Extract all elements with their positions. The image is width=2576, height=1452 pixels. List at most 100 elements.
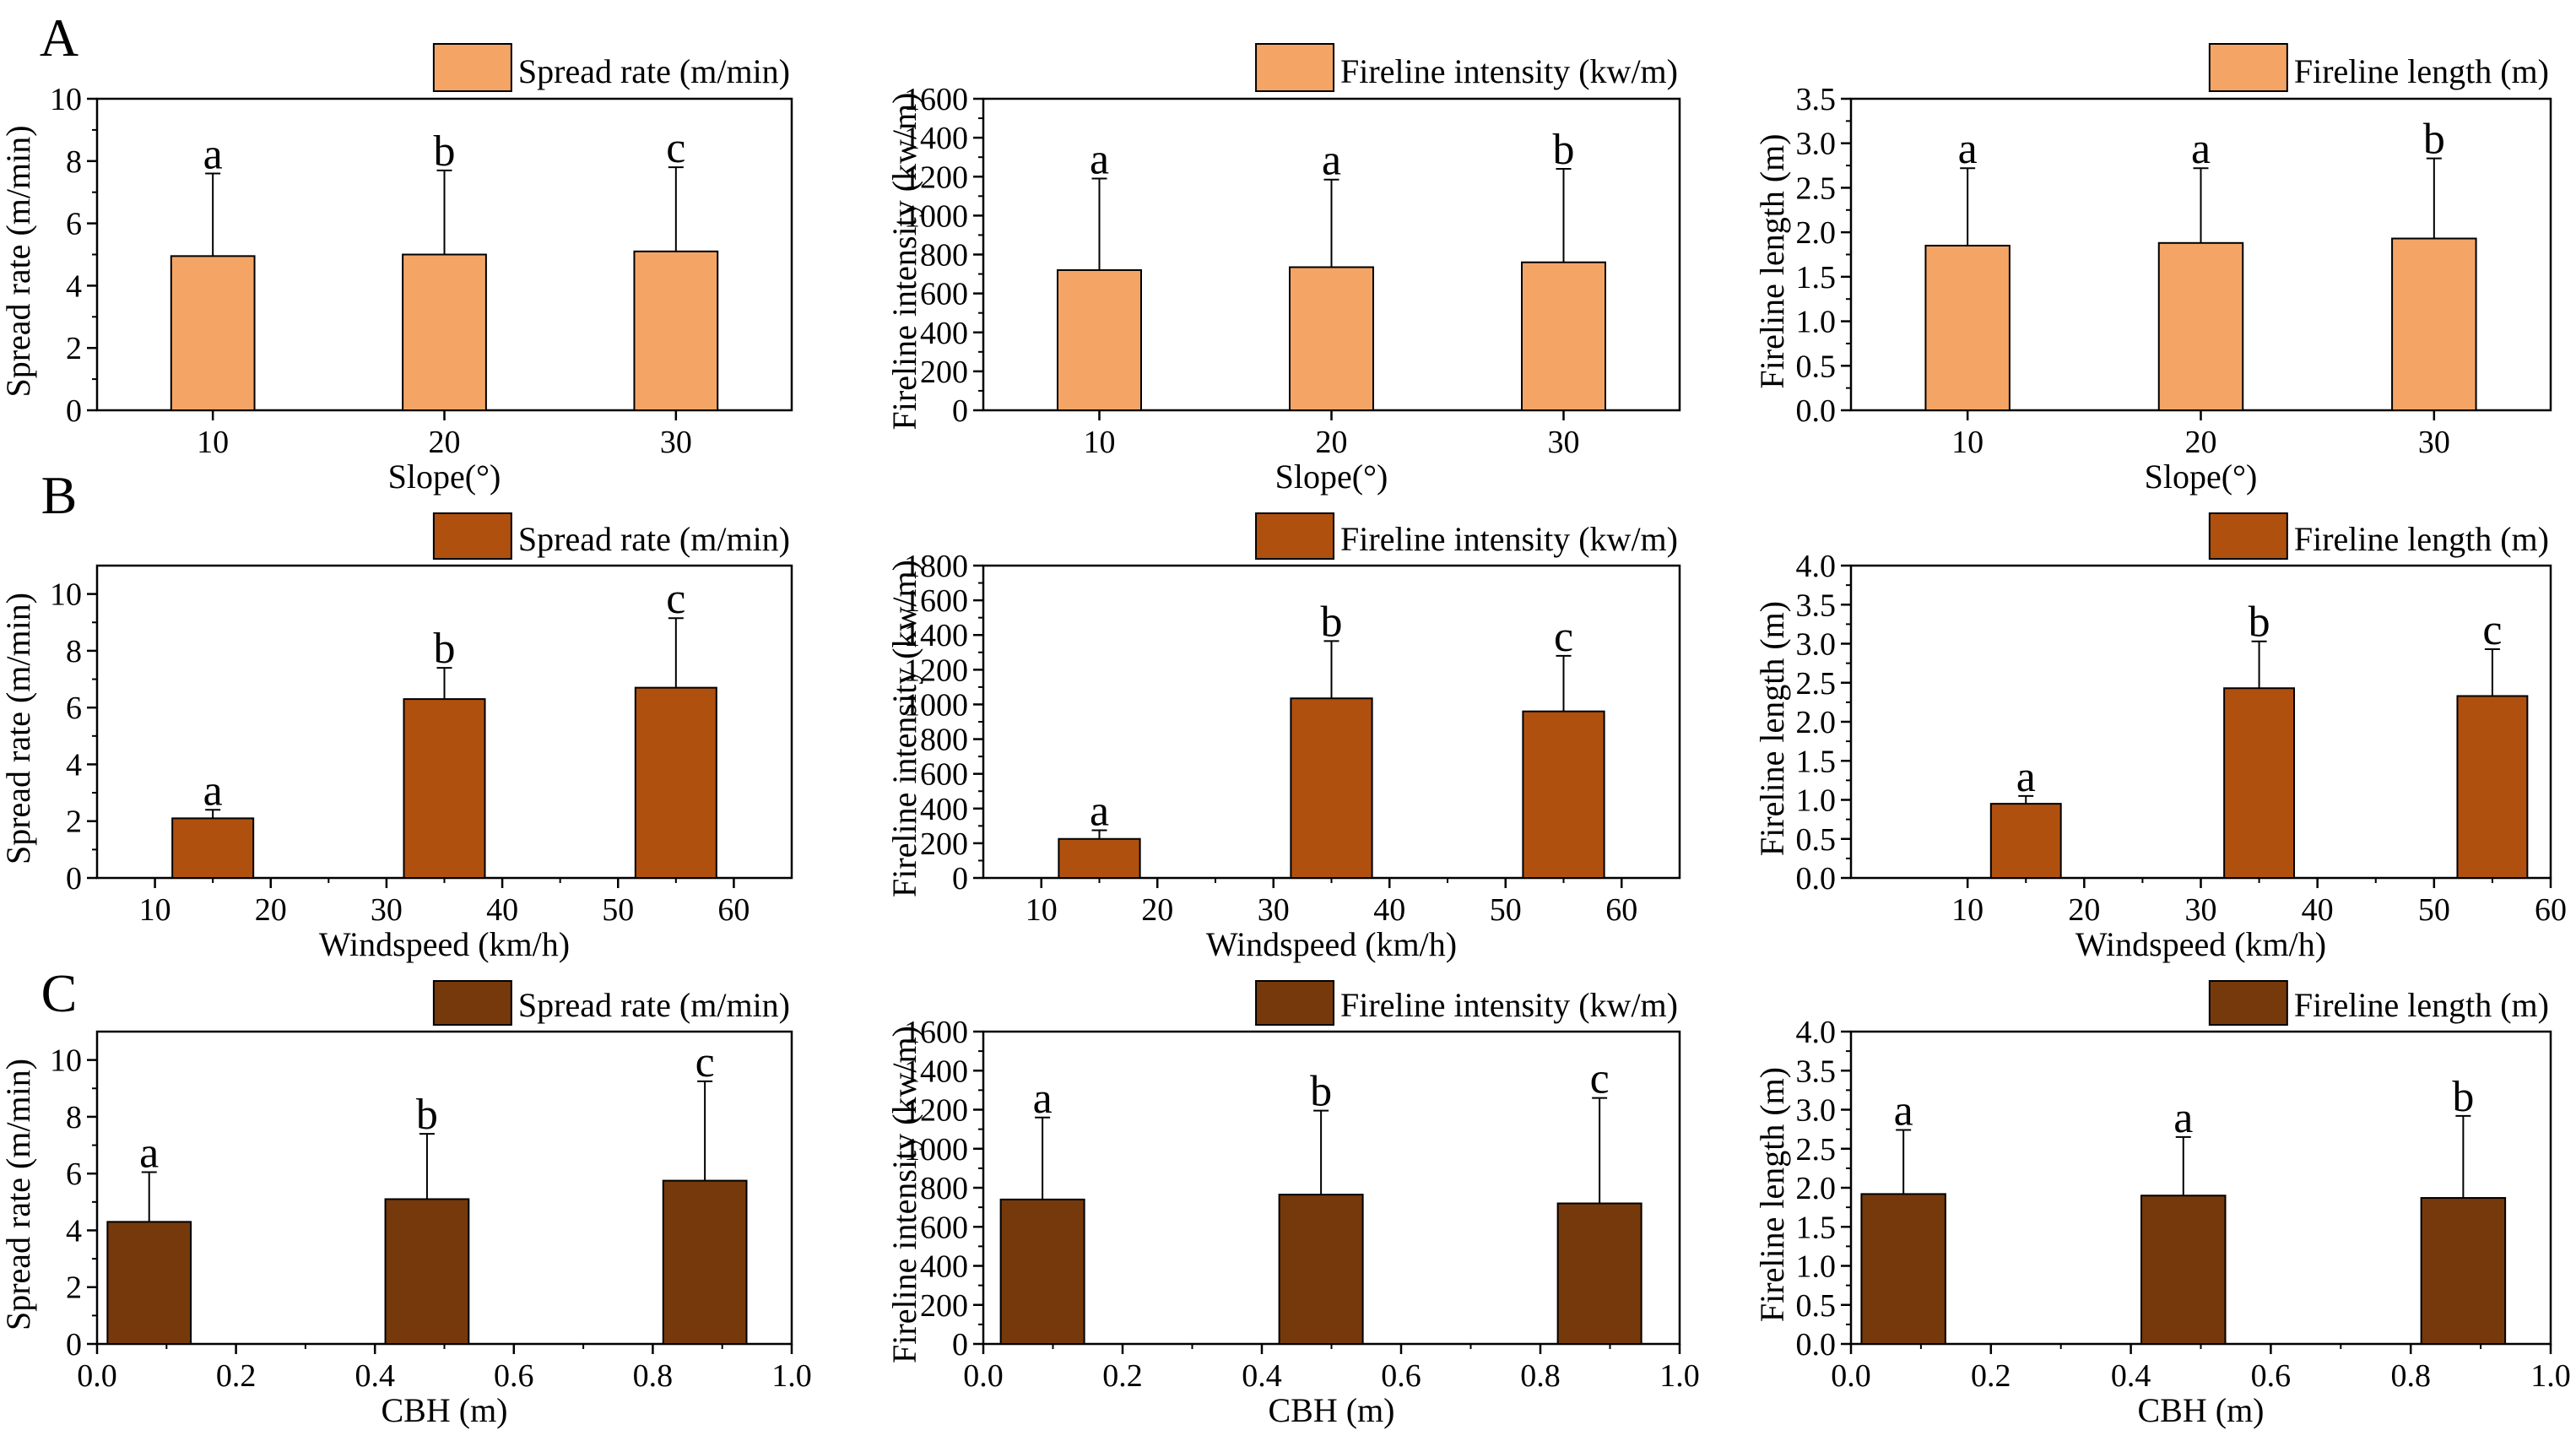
x-tick-label: 40 [1373,892,1405,928]
y-axis-label: Fireline length (m) [1753,1067,1791,1322]
y-tick-label: 2 [66,805,82,840]
x-axis-label: Windspeed (km/h) [2075,925,2326,963]
x-tick-label: 60 [717,892,750,928]
y-tick-label: 600 [920,277,968,312]
y-tick-label: 6 [66,691,82,726]
bar [2223,687,2296,879]
y-tick-label: 2.5 [1796,171,1837,206]
y-tick-label: 0.0 [1796,1327,1837,1363]
y-tick-label: 10 [50,82,82,117]
y-tick-label: 1200 [904,160,968,195]
y-tick-label: 1400 [904,1054,968,1089]
chart-3-3: 0.00.51.01.52.02.53.03.54.00.0 0.2 0.4 0.6 0… [1753,980,2571,1429]
significance-letter: c [2482,606,2502,654]
significance-letter: b [1310,1068,1332,1116]
significance-letter: b [1321,598,1343,646]
bar [170,255,256,411]
x-tick-label: 50 [602,892,634,928]
y-tick-label: 3.5 [1796,1054,1837,1089]
y-tick-label: 3.0 [1796,627,1837,663]
y-tick-label: 800 [920,723,968,758]
x-axis-label: Slope(°) [1275,458,1388,496]
x-tick-label: 0.0 [1831,1358,1871,1394]
legend-label: Fireline length (m) [2294,520,2549,558]
bar [662,1179,748,1346]
bar [1290,697,1373,879]
y-tick-label: 2.5 [1796,1132,1837,1168]
x-tick-label: 30 [2418,425,2450,460]
y-tick-label: 10 [50,1043,82,1079]
y-tick-label: 3.5 [1796,588,1837,623]
chart-2-3: 0.00.51.0 1.5 2.02.53.0 3.5 4.0 10 20 30 40 50 60 a… [1753,512,2567,963]
legend-label: Fireline length (m) [2294,986,2549,1024]
y-tick-label: 0.5 [1796,822,1837,858]
bar [2456,695,2529,879]
x-tick-label: 10 [197,425,229,460]
bar [106,1221,192,1346]
x-tick-label: 10 [1951,892,1983,928]
x-tick-label: 20 [255,892,287,928]
y-tick-label: 1200 [904,1093,968,1129]
significance-letter: b [434,127,456,176]
chart-1-1: 0 2 4 6 8 10 10 20 30 a b c Slope(°) Spread rate (m/m… [0,43,793,496]
x-axis-label: Windspeed (km/h) [1206,925,1457,963]
x-tick-label: 0.2 [1971,1358,2011,1394]
y-tick-label: 4.0 [1796,549,1837,584]
y-tick-label: 1.5 [1796,744,1837,779]
y-tick-label: 1000 [904,1132,968,1168]
y-tick-label: 1.5 [1796,260,1837,295]
x-tick-label: 1.0 [2530,1358,2571,1394]
bar [384,1198,470,1346]
significance-letter: b [1553,126,1575,174]
y-tick-label: 600 [920,757,968,793]
y-tick-label: 2 [66,331,82,366]
significance-letter: b [2452,1073,2474,1121]
legend-swatch [2208,512,2288,560]
significance-letter: a [1894,1087,1913,1135]
x-tick-label: 0.4 [1242,1358,1282,1394]
legend-swatch [2208,43,2288,92]
y-tick-label: 200 [920,355,968,390]
significance-letter: a [1033,1075,1053,1123]
legend-swatch [1255,512,1335,560]
significance-letter: a [2016,753,2036,801]
x-tick-label: 60 [2535,892,2567,928]
y-tick-label: 4.0 [1796,1015,1837,1050]
x-tick-label: 1.0 [1659,1358,1700,1394]
y-tick-label: 1400 [904,121,968,156]
x-tick-label: 0.6 [494,1358,534,1394]
x-tick-label: 0.4 [354,1358,395,1394]
legend-label: Spread rate (m/min) [518,520,790,558]
legend-label: Spread rate (m/min) [518,52,790,90]
x-tick-label: 0.6 [2251,1358,2292,1394]
significance-letter: c [1554,613,1573,661]
bar [2420,1197,2507,1346]
significance-letter: b [2423,116,2445,164]
legend-label: Fireline intensity (kw/m) [1340,520,1678,558]
significance-letter: b [434,625,456,673]
x-tick-label: 60 [1605,892,1637,928]
y-tick-label: 800 [920,238,968,274]
chart-2-1: 0 2 4 6 8 10 10 20 30 40 50 60 a b c Windspeed (km/h) Sp… [0,512,793,963]
bar [1521,261,1606,411]
y-tick-label: 0.5 [1796,1288,1837,1324]
y-tick-label: 200 [920,1288,968,1324]
legend-swatch [1255,43,1335,92]
bar [402,253,487,411]
y-tick-label: 1.5 [1796,1210,1837,1245]
y-tick-label: 1.0 [1796,305,1837,340]
y-tick-label: 400 [920,316,968,351]
y-tick-label: 400 [920,792,968,827]
legend-swatch [1255,980,1335,1026]
y-tick-label: 0 [66,1327,82,1363]
chart-3-1: 0 2 4 6 8 10 0.0 0.2 0.4 0.6 0.8 1.0 a b c CBH (m) Sprea… [0,980,812,1429]
x-tick-label: 50 [2418,892,2450,928]
y-tick-label: 0 [952,393,968,429]
y-tick-label: 0.0 [1796,861,1837,897]
legend-swatch [432,980,512,1026]
y-tick-label: 8 [66,144,82,180]
y-axis-label: Fireline intensity (kw/m) [885,560,923,897]
significance-letter: a [1322,137,1341,185]
